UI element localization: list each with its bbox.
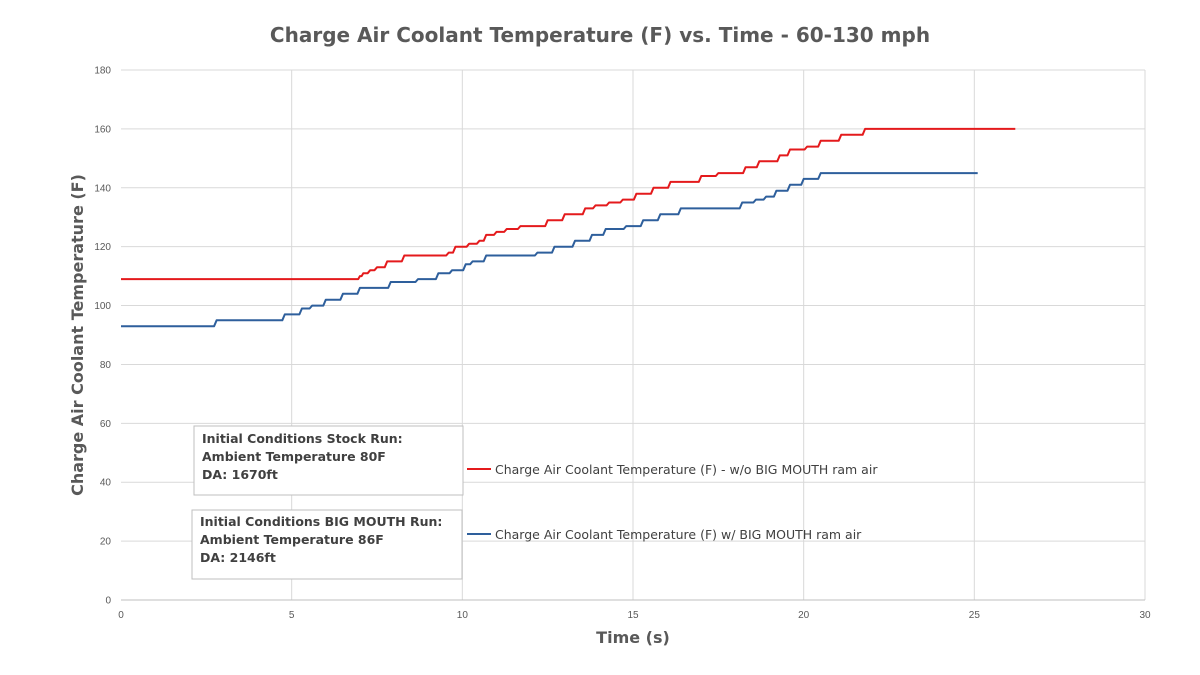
y-tick-label-120: 120 bbox=[94, 242, 111, 253]
legend-label-with-bigmouth: Charge Air Coolant Temperature (F) w/ BI… bbox=[495, 527, 862, 542]
stock-run-note-line-3: DA: 1670ft bbox=[202, 467, 278, 482]
chart-title: Charge Air Coolant Temperature (F) vs. T… bbox=[270, 23, 930, 47]
x-tick-label-30: 30 bbox=[1139, 610, 1151, 621]
y-tick-label-0: 0 bbox=[105, 596, 111, 607]
series-line-without-bigmouth bbox=[121, 127, 1016, 281]
stock-run-conditions-box: Initial Conditions Stock Run: Ambient Te… bbox=[193, 425, 464, 496]
x-tick-label-10: 10 bbox=[457, 610, 469, 621]
x-axis-label: Time (s) bbox=[596, 628, 670, 647]
bigmouth-run-note-line-3: DA: 2146ft bbox=[200, 550, 276, 565]
x-tick-label-25: 25 bbox=[969, 610, 981, 621]
x-tick-label-5: 5 bbox=[289, 610, 295, 621]
y-tick-label-40: 40 bbox=[100, 478, 112, 489]
bigmouth-run-note-line-1: Initial Conditions BIG MOUTH Run: bbox=[200, 514, 442, 529]
legend-label-without-bigmouth: Charge Air Coolant Temperature (F) - w/o… bbox=[495, 462, 878, 477]
y-tick-label-180: 180 bbox=[94, 66, 111, 77]
gridlines bbox=[121, 69, 1146, 600]
y-tick-label-20: 20 bbox=[100, 537, 112, 548]
stock-run-note-line-1: Initial Conditions Stock Run: bbox=[202, 431, 403, 446]
y-tick-label-100: 100 bbox=[94, 301, 111, 312]
y-tick-label-80: 80 bbox=[100, 360, 112, 371]
y-tick-label-160: 160 bbox=[94, 124, 111, 135]
series-line-with-bigmouth bbox=[121, 172, 978, 328]
bigmouth-run-conditions-box: Initial Conditions BIG MOUTH Run: Ambien… bbox=[191, 509, 463, 580]
legend: Charge Air Coolant Temperature (F) - w/o… bbox=[467, 462, 878, 542]
x-tick-label-0: 0 bbox=[118, 610, 124, 621]
y-tick-label-140: 140 bbox=[94, 183, 111, 194]
y-axis-ticks: 0 20 40 60 80 100 120 140 160 180 bbox=[94, 66, 111, 607]
y-axis-label: Charge Air Coolant Temperature (F) bbox=[68, 174, 87, 496]
x-axis-ticks: 0 5 10 15 20 25 30 bbox=[118, 610, 1151, 621]
y-tick-label-60: 60 bbox=[100, 419, 112, 430]
bigmouth-run-box-border bbox=[191, 509, 463, 580]
x-tick-label-15: 15 bbox=[627, 610, 639, 621]
stock-run-box-border bbox=[193, 425, 464, 496]
x-tick-label-20: 20 bbox=[798, 610, 810, 621]
stock-run-note-line-2: Ambient Temperature 80F bbox=[202, 449, 386, 464]
bigmouth-run-note-line-2: Ambient Temperature 86F bbox=[200, 532, 384, 547]
series-lines bbox=[121, 127, 1016, 328]
